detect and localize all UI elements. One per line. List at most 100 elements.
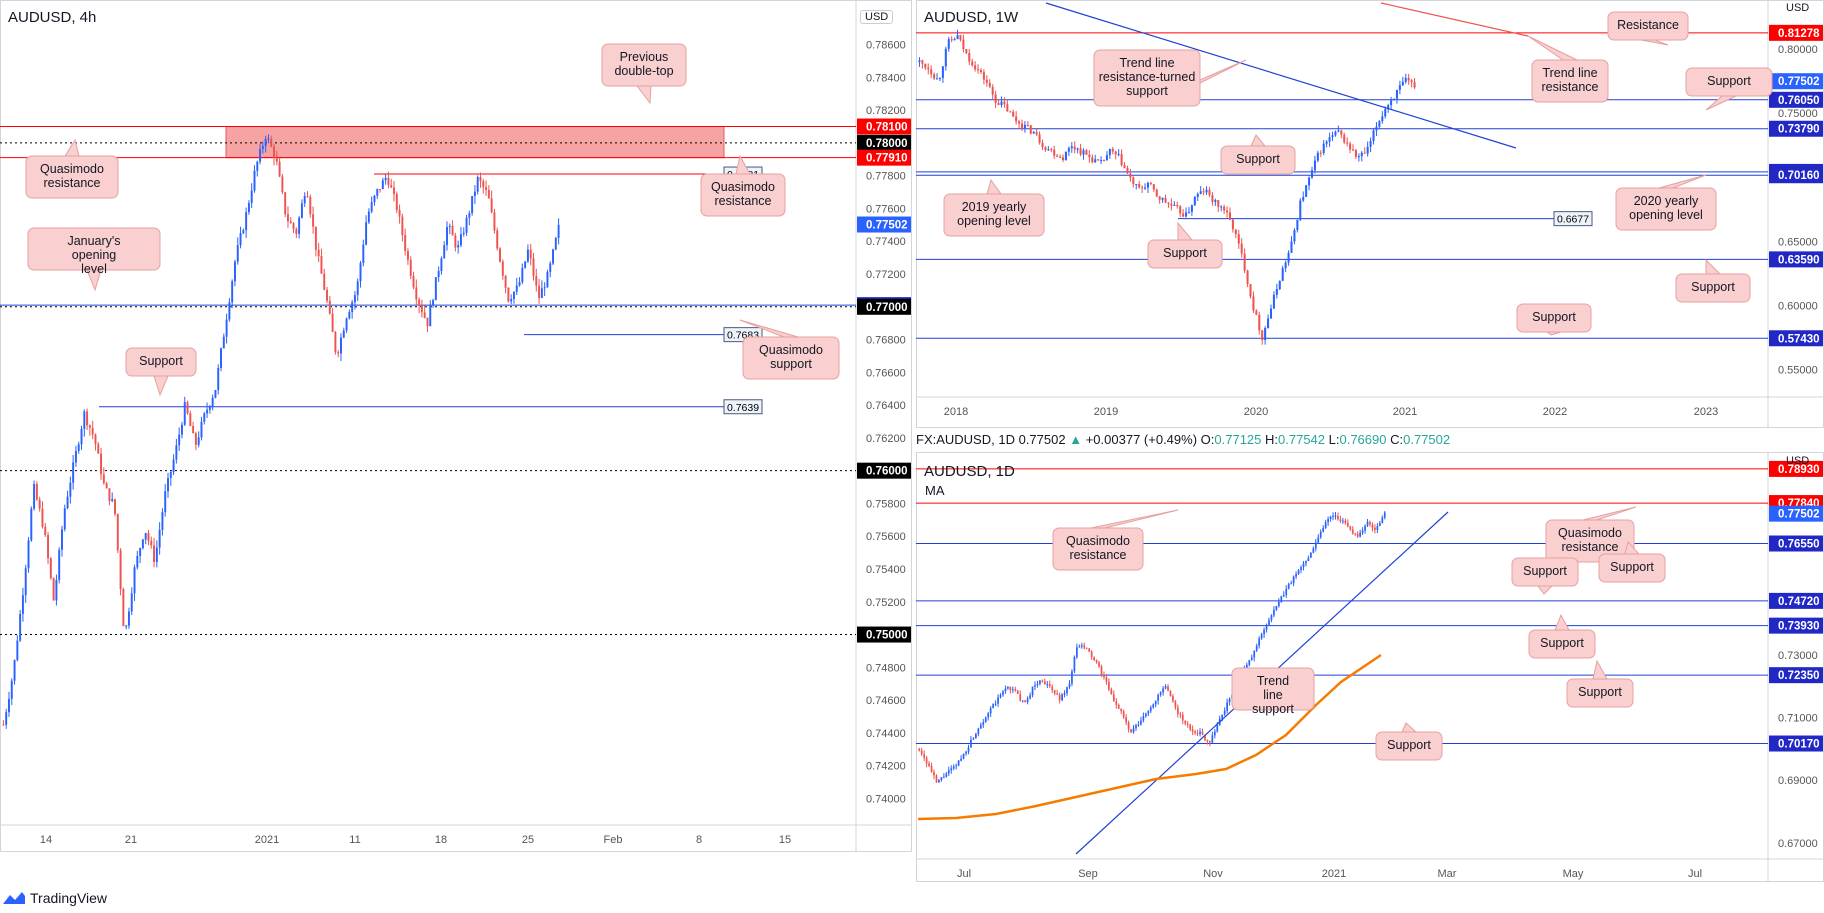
candle-body <box>451 225 454 236</box>
chart-4h-svg[interactable]: 0.74000 0.74200 0.74400 0.74600 0.74800 0.752… <box>0 0 912 852</box>
candle-body <box>920 750 923 755</box>
candle-body <box>979 724 982 729</box>
candle-body <box>468 213 471 218</box>
candle-body <box>538 285 541 298</box>
candle-body <box>1184 720 1187 724</box>
annotation-label: Previous <box>620 50 669 64</box>
candle-body <box>1123 165 1126 169</box>
candle-body <box>194 433 197 445</box>
candle-body <box>970 739 972 748</box>
candle-body <box>1383 512 1386 518</box>
candle-body <box>247 202 250 213</box>
currency-box-4h[interactable]: USD <box>860 10 894 24</box>
chart-daily-svg[interactable]: 0.73000 0.71000 0.69000 0.67000 Jul Sep Nov 202… <box>916 452 1824 882</box>
price-tag-label: 0.76050 <box>1778 95 1820 107</box>
candle-body <box>1395 89 1398 99</box>
candle-body <box>1152 184 1155 190</box>
price-tag-label: 0.77502 <box>1778 76 1820 88</box>
callout-pointer <box>1401 722 1418 733</box>
chart-panel-weekly[interactable]: 0.80000 0.75000 0.65000 0.60000 0.55000 2018 2… <box>916 0 1824 428</box>
chart-panel-daily[interactable]: 0.73000 0.71000 0.69000 0.67000 Jul Sep Nov 202… <box>916 452 1824 882</box>
chart-weekly-svg[interactable]: 0.80000 0.75000 0.65000 0.60000 0.55000 2018 2… <box>916 0 1824 428</box>
candle-body <box>1228 698 1231 703</box>
panel-frame <box>0 0 912 852</box>
candle-body <box>261 146 264 150</box>
candle-body <box>1255 310 1258 315</box>
price-tick-label: 0.75600 <box>866 531 906 543</box>
candle-body <box>434 277 437 301</box>
callout-pointer <box>64 138 80 157</box>
candle-body <box>479 177 482 182</box>
candle-body <box>1359 532 1361 537</box>
candle-body <box>1046 683 1049 685</box>
candle-body <box>337 352 340 354</box>
candle-body <box>334 332 337 353</box>
candle-body <box>66 496 69 509</box>
candle-body <box>1141 187 1144 189</box>
candle-body <box>1293 230 1296 242</box>
price-tick-label: 0.55000 <box>1778 364 1818 376</box>
time-tick-label: Jul <box>1688 868 1702 880</box>
candle-body <box>136 555 139 568</box>
candle-body <box>58 549 61 580</box>
candle-body <box>125 625 128 627</box>
candle-body <box>1002 691 1004 696</box>
candle-body <box>1310 170 1314 178</box>
candle-body <box>437 270 440 278</box>
candle-body <box>189 413 192 427</box>
price-tick-label: 0.76200 <box>866 433 906 445</box>
daily-symbol: FX:AUDUSD, 1D <box>916 432 1015 447</box>
candle-body <box>180 424 183 435</box>
candle-body <box>1177 707 1179 714</box>
annotation-label: resistance <box>1070 548 1127 562</box>
price-tag-label: 0.76000 <box>866 466 908 478</box>
candle-body <box>1308 177 1311 186</box>
price-tag-label: 0.73930 <box>1778 621 1820 633</box>
time-tick-label: 2021 <box>1322 868 1346 880</box>
candle-body <box>933 772 935 776</box>
candle-body <box>1082 150 1085 155</box>
candle-body <box>448 225 451 227</box>
chart-panel-4h[interactable]: 0.74000 0.74200 0.74400 0.74600 0.74800 0.752… <box>0 0 912 852</box>
candle-body <box>529 249 532 259</box>
candle-body <box>446 226 448 246</box>
candle-body <box>1100 159 1103 161</box>
price-tag-label: 0.70160 <box>1778 170 1820 182</box>
candle-body <box>1176 204 1179 207</box>
annotation-callout <box>1675 273 1751 303</box>
candle-body <box>1155 189 1158 197</box>
candle-body <box>61 529 63 550</box>
candle-body <box>1018 121 1021 124</box>
candle-body <box>1302 196 1305 201</box>
annotation-callout <box>1598 553 1666 583</box>
candle-body <box>259 149 262 162</box>
annotation-label: opening level <box>957 214 1031 228</box>
time-tick-label: Jul <box>957 868 971 880</box>
candle-body <box>1009 111 1012 113</box>
candle-body <box>1245 664 1248 670</box>
candle-body <box>1179 206 1182 214</box>
support-price-tag <box>1769 91 1823 108</box>
level-value-box <box>1553 211 1593 227</box>
callout-pointer <box>635 85 652 105</box>
candle-body <box>1290 241 1293 253</box>
candle-body <box>74 450 77 463</box>
price-tag-label: 0.75000 <box>866 630 908 642</box>
candle-body <box>1186 723 1189 725</box>
candle-body <box>35 484 38 500</box>
candle-body <box>1201 731 1204 735</box>
candle-body <box>1056 155 1059 157</box>
candle-body <box>1061 694 1063 701</box>
candle-body <box>1047 149 1050 151</box>
candle-body <box>423 312 426 318</box>
panel-frame <box>916 452 1824 882</box>
candle-body <box>245 212 248 231</box>
tradingview-logo[interactable]: TradingView <box>2 890 107 906</box>
annotation-label: Trend <box>1257 674 1289 688</box>
candle-body <box>1381 116 1384 122</box>
candle-body <box>1296 219 1299 231</box>
annotation-callout <box>25 155 119 199</box>
candle-body <box>471 196 474 214</box>
candle-body <box>1044 147 1047 150</box>
annotation-label: Quasimodo <box>711 180 775 194</box>
